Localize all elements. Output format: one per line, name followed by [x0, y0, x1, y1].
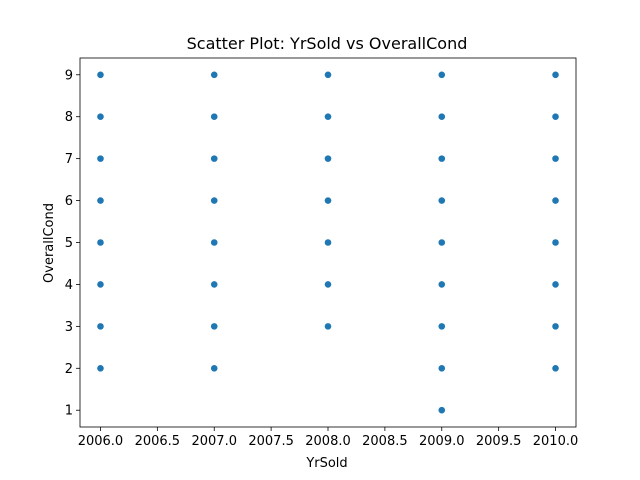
y-tick-label: 1 [65, 404, 73, 419]
data-point [96, 280, 105, 289]
data-point [551, 280, 560, 289]
data-point [437, 364, 446, 373]
data-point [437, 280, 446, 289]
x-axis-ticks: 2006.0 2006.5 2007.0 2007.5 2008.0 2008.5 2009… [78, 427, 579, 449]
data-point [437, 238, 446, 247]
x-tick-label: 2006.5 [135, 434, 181, 449]
data-point [324, 280, 332, 289]
data-point [551, 238, 560, 247]
data-point [551, 364, 560, 373]
y-tick-label: 2 [65, 362, 73, 377]
y-tick-label: 4 [65, 278, 73, 293]
data-point [96, 70, 105, 79]
data-point [437, 112, 446, 121]
data-point [96, 196, 105, 205]
data-point [437, 70, 446, 79]
data-point [210, 196, 219, 205]
data-point [551, 196, 560, 205]
y-tick-label: 9 [65, 68, 73, 83]
x-tick-label: 2009.0 [419, 434, 465, 449]
x-tick-label: 2008.5 [362, 434, 408, 449]
data-point [210, 238, 219, 247]
data-point [96, 364, 105, 373]
y-axis-label: OverallCond [42, 203, 57, 283]
x-tick-label: 2006.0 [78, 434, 124, 449]
data-point [96, 238, 105, 247]
x-tick-label: 2007.5 [248, 434, 294, 449]
data-point [210, 280, 219, 289]
data-point [210, 154, 219, 163]
data-point [96, 154, 105, 163]
chart-title: Scatter Plot: YrSold vs OverallCond [187, 34, 468, 53]
x-tick-label: 2007.0 [191, 434, 237, 449]
data-point [551, 154, 560, 163]
data-points [96, 70, 560, 415]
data-point [324, 196, 332, 205]
x-axis-label: YrSold [305, 456, 347, 471]
data-point [551, 70, 560, 79]
data-point [324, 322, 332, 331]
data-point [324, 238, 332, 247]
data-point [210, 70, 219, 79]
x-tick-label: 2010.0 [533, 434, 579, 449]
data-point [437, 322, 446, 331]
y-tick-label: 8 [65, 110, 73, 125]
data-point [210, 364, 219, 373]
data-point [96, 322, 105, 331]
data-point [210, 112, 219, 121]
data-point [437, 154, 446, 163]
y-axis-ticks: 1 2 3 4 5 6 7 8 9 [65, 68, 80, 419]
data-point [551, 322, 560, 331]
data-point [324, 112, 332, 121]
data-point [210, 322, 219, 331]
x-tick-label: 2009.5 [476, 434, 522, 449]
x-tick-label: 2008.0 [305, 434, 351, 449]
data-point [437, 406, 446, 415]
y-tick-label: 6 [65, 194, 73, 209]
data-point [324, 154, 332, 163]
data-point [437, 196, 446, 205]
y-tick-label: 7 [65, 152, 73, 167]
y-tick-label: 3 [65, 320, 73, 335]
data-point [551, 112, 560, 121]
y-tick-label: 5 [65, 236, 73, 251]
data-point [96, 112, 105, 121]
data-point [324, 70, 332, 79]
